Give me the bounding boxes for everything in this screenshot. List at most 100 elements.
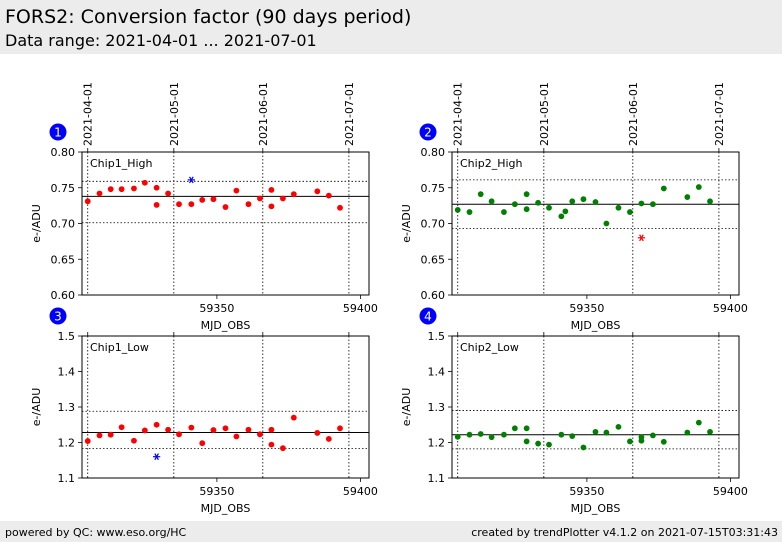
data-point (268, 426, 275, 433)
data-point (188, 201, 195, 208)
data-point (131, 437, 137, 444)
outlier-point (153, 453, 161, 461)
data-point (523, 206, 530, 213)
data-point (257, 195, 263, 202)
y-tick-label: 0.70 (421, 218, 446, 231)
y-tick-label: 0.65 (421, 253, 446, 266)
x-axis-label: MJD_OBS (571, 319, 621, 332)
data-point (477, 191, 484, 198)
data-point (511, 425, 518, 432)
data-point (118, 186, 125, 193)
y-tick-label: 0.65 (51, 253, 76, 266)
x-tick-label: 59350 (569, 302, 604, 315)
data-point (523, 438, 530, 445)
x-tick-label: 59350 (199, 485, 234, 498)
y-tick-label: 1.4 (428, 366, 446, 379)
data-point (107, 431, 114, 438)
data-point (546, 204, 552, 211)
data-point (210, 196, 217, 203)
data-point (603, 429, 610, 436)
data-point (131, 185, 137, 192)
outlier-stroke (639, 234, 644, 242)
data-point (580, 444, 587, 451)
data-point (660, 185, 667, 192)
date-tick-label: 2021-04-01 (452, 82, 465, 146)
data-point (233, 187, 240, 194)
data-point (268, 203, 275, 210)
data-point (477, 431, 484, 437)
x-axis-label: MJD_OBS (571, 502, 621, 515)
panel-number-badge (49, 307, 67, 325)
date-tick-label: 2021-07-01 (713, 82, 726, 146)
outlier-point (187, 176, 195, 184)
series-label: Chip2_High (460, 157, 522, 170)
data-point (660, 438, 667, 445)
data-point (615, 204, 622, 211)
data-point (650, 432, 656, 439)
footer-powered-by: powered by QC: www.eso.org/HC (5, 526, 187, 539)
data-point (684, 194, 691, 200)
y-axis-label: e-/ADU (30, 204, 43, 243)
data-point (141, 179, 148, 186)
data-point (325, 436, 332, 442)
data-point (245, 426, 252, 433)
date-tick-label: 2021-06-01 (257, 82, 270, 146)
data-point (176, 201, 182, 208)
chart-panel-1: 2021-04-01 2021-05-01 2021-06-01 2021-07-01… (30, 82, 378, 332)
panel-number-badge (419, 123, 437, 141)
data-point (501, 209, 507, 215)
data-point (454, 207, 461, 213)
data-point (222, 204, 229, 210)
series-label: Chip2_Low (460, 341, 519, 354)
date-tick-label: 2021-05-01 (168, 82, 181, 146)
data-point (245, 201, 252, 208)
y-tick-label: 1.4 (58, 366, 76, 379)
y-tick-label: 1.5 (428, 330, 446, 343)
data-point (707, 198, 713, 205)
data-point (603, 220, 610, 227)
data-point (210, 427, 217, 433)
data-point (84, 438, 91, 444)
data-point (523, 425, 530, 432)
y-tick-label: 0.75 (51, 182, 76, 195)
data-point (280, 195, 286, 202)
x-tick-label: 59400 (713, 485, 748, 498)
y-tick-label: 1.1 (428, 472, 446, 485)
panel-number: 4 (424, 310, 432, 324)
data-point (650, 201, 656, 208)
data-point (627, 438, 633, 445)
page-title: FORS2: Conversion factor (90 days period… (5, 6, 412, 28)
y-tick-label: 1.5 (58, 330, 76, 343)
data-point (638, 437, 645, 444)
data-point (153, 202, 160, 208)
date-tick-label: 2021-07-01 (343, 82, 356, 146)
data-range-subtitle: Data range: 2021-04-01 ... 2021-07-01 (5, 31, 317, 50)
outlier-stroke (154, 453, 159, 461)
plot-area (82, 336, 369, 478)
data-point (257, 431, 263, 438)
y-tick-label: 0.80 (421, 146, 446, 159)
data-point (314, 188, 321, 195)
data-point (290, 414, 297, 421)
data-point (199, 197, 206, 203)
panel-number-badge (49, 123, 67, 141)
data-point (684, 429, 691, 436)
date-tick-label: 2021-04-01 (82, 82, 95, 146)
data-point (176, 431, 182, 438)
data-point (466, 209, 473, 215)
x-tick-label: 59400 (343, 302, 378, 315)
data-point (488, 198, 495, 205)
data-point (199, 440, 206, 447)
y-tick-label: 0.60 (421, 289, 446, 302)
data-point (268, 441, 275, 448)
date-tick-label: 2021-06-01 (627, 82, 640, 146)
plot-area (82, 152, 369, 295)
data-point (325, 192, 332, 199)
chart-panel-3: 1.1 1.2 1.3 1.4 1.5 59350 59400 MJD_OBS e-/ADU Ch… (30, 307, 378, 515)
y-tick-label: 0.75 (421, 182, 446, 195)
panel-number: 1 (54, 126, 62, 140)
outlier-stroke (189, 176, 194, 184)
data-point (627, 209, 633, 215)
data-point (84, 198, 91, 205)
